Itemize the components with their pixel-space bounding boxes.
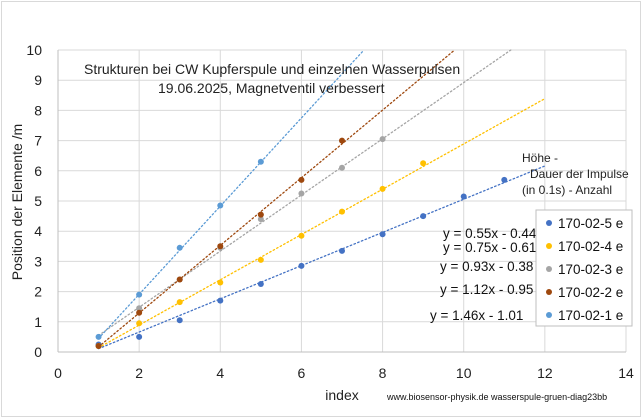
legend-header-line-1: Höhe - [522,151,558,165]
data-point [136,309,143,316]
data-point [136,305,143,312]
y-tick-label: 1 [34,314,42,330]
legend-label: 170-02-4 e [558,239,623,254]
data-point [339,247,345,254]
y-tick-label: 0 [34,344,42,360]
equation-series-1: y = 0.55x - 0.44 [443,226,537,241]
data-point [298,176,305,183]
source-credit: www.biosensor-physik.de wasserspule-grue… [386,392,607,402]
legend-marker [546,289,552,295]
data-point-layer [95,136,508,349]
data-point [176,276,183,283]
data-point [176,299,183,306]
data-point [257,158,264,165]
data-point [217,297,224,304]
legend-label: 170-02-1 e [558,308,623,323]
legend-box [535,209,633,327]
data-point [379,136,386,143]
x-tick-label: 0 [54,365,62,381]
grid-layer [58,49,627,352]
y-tick-label: 10 [26,42,42,58]
trendline-layer [97,49,546,350]
equation-series-4: y = 1.12x - 0.95 [440,282,533,297]
data-point [420,160,427,167]
legend-header-line-2: Dauer der Impulse [530,167,629,181]
equation-series-2: y = 0.75x - 0.61 [443,240,536,255]
legend-marker [546,220,552,226]
data-point [420,213,427,220]
data-point [176,317,183,324]
trendline [97,49,512,337]
data-point [339,208,345,215]
data-point [136,291,143,298]
data-point [257,211,264,218]
data-point [176,244,183,251]
legend-marker [546,266,552,272]
data-point [257,256,264,263]
legend-marker [546,312,552,318]
data-point [95,333,102,340]
y-tick-label: 7 [34,133,42,149]
data-point [257,216,264,223]
data-point [379,185,386,192]
y-tick-label: 9 [34,72,42,88]
trendline-equations: y = 0.55x - 0.44 y = 0.75x - 0.61 y = 0.… [430,226,537,323]
data-point [339,137,345,144]
y-tick-label: 8 [34,102,42,118]
x-tick-label: 10 [456,365,472,381]
trendline [97,49,456,348]
trendline [97,49,365,340]
data-point [339,164,345,171]
data-point [257,281,264,288]
data-point [298,190,305,197]
data-point [298,232,305,239]
data-point [501,176,508,183]
trendline [97,97,546,349]
x-axis-label: index [325,387,358,403]
x-tick-label: 12 [537,365,553,381]
data-point [298,262,305,269]
y-tick-label: 3 [34,253,42,269]
equation-series-3: y = 0.93x - 0.38 [440,259,533,274]
legend: 170-02-5 e 170-02-4 e 170-02-3 e 170-02-2 e… [535,209,633,327]
chart-subtitle: 19.06.2025, Magnetventil verbessert [158,80,385,96]
x-tick-label: 8 [379,365,387,381]
legend-label: 170-02-5 e [558,216,623,231]
trendline [97,165,546,350]
data-point [136,320,143,327]
y-axis-label: Position der Elemente /m [9,124,25,280]
legend-items: 170-02-5 e 170-02-4 e 170-02-3 e 170-02-2 e… [546,216,623,323]
chart-title: Strukturen bei CW Kupferspule und einzel… [84,61,460,77]
legend-label: 170-02-3 e [558,262,623,277]
data-point [136,333,143,340]
equation-series-5: y = 1.46x - 1.01 [430,308,523,323]
x-tick-label: 14 [618,365,634,381]
legend-marker [546,243,552,249]
data-point [217,279,224,286]
legend-label: 170-02-2 e [558,285,623,300]
x-tick-label: 4 [216,365,224,381]
data-point [95,342,102,349]
x-tick-label: 6 [298,365,306,381]
legend-header-line-3: (in 0.1s) - Anzahl [522,183,612,197]
legend-header: Höhe - Dauer der Impulse (in 0.1s) - Anz… [522,151,629,197]
y-tick-label: 6 [34,163,42,179]
data-point [379,231,386,238]
data-point [217,243,224,250]
y-tick-label: 4 [34,223,42,239]
y-tick-label: 2 [34,284,42,300]
data-point [460,193,467,200]
x-tick-label: 2 [135,365,143,381]
data-point [217,202,224,209]
y-tick-label: 5 [34,193,42,209]
